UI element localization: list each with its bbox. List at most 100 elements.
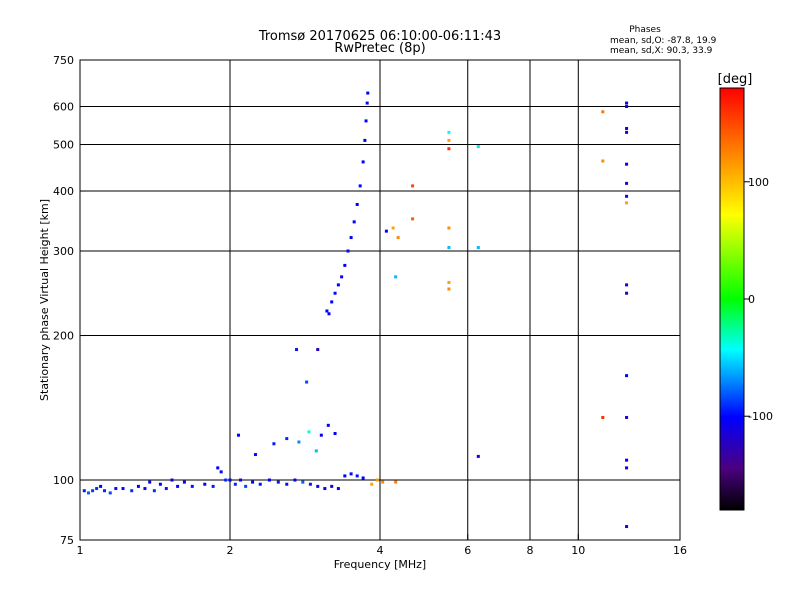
data-point	[349, 236, 353, 240]
data-point	[203, 482, 207, 486]
data-point	[224, 478, 228, 482]
y-tick-label: 300	[53, 245, 74, 258]
data-point	[352, 220, 356, 224]
data-point	[158, 482, 162, 486]
data-point	[411, 184, 415, 188]
data-point	[625, 415, 629, 419]
data-point	[82, 489, 86, 493]
data-point	[219, 470, 223, 474]
data-point	[276, 480, 280, 484]
data-point	[361, 476, 365, 480]
data-point	[411, 217, 415, 221]
data-point	[447, 287, 451, 291]
data-point	[91, 489, 95, 493]
data-point	[625, 374, 629, 378]
data-point	[365, 101, 369, 105]
data-point	[228, 478, 232, 482]
data-point	[333, 432, 337, 436]
data-point	[381, 480, 385, 484]
data-point	[349, 472, 353, 476]
data-point	[325, 309, 329, 313]
data-point	[95, 487, 99, 491]
chart-title: Tromsø 20170625 06:10:00-06:11:43	[258, 29, 501, 44]
data-point	[99, 484, 103, 488]
data-point	[625, 283, 629, 287]
data-point	[319, 433, 323, 437]
colorbar-tick-label: 100	[748, 176, 769, 189]
data-point	[601, 415, 605, 419]
data-point	[308, 482, 312, 486]
data-point	[333, 291, 337, 295]
data-point	[447, 130, 451, 134]
colorbar	[720, 88, 744, 510]
colorbar-tick-label: -100	[748, 410, 773, 423]
data-point	[244, 484, 248, 488]
x-axis-ticks: 1 2 4 6 8 10 16	[77, 534, 687, 557]
x-tick-label: 6	[464, 544, 471, 557]
colorbar-tick-label: 0	[748, 293, 755, 306]
data-point	[295, 348, 299, 352]
data-point	[103, 489, 107, 493]
data-point	[625, 126, 629, 130]
data-point	[182, 480, 186, 484]
data-point	[355, 202, 359, 206]
legend-header: Phases	[629, 25, 661, 35]
data-point	[447, 246, 451, 250]
y-tick-label: 100	[53, 474, 74, 487]
x-tick-label: 16	[673, 544, 687, 557]
data-point	[366, 91, 370, 95]
data-point	[625, 525, 629, 529]
data-point	[358, 184, 362, 188]
data-point	[346, 249, 350, 253]
data-point	[447, 147, 451, 151]
data-point	[152, 489, 156, 493]
data-point	[355, 474, 359, 478]
data-point	[301, 480, 305, 484]
data-point	[305, 380, 309, 384]
data-point	[447, 280, 451, 284]
data-point	[190, 484, 194, 488]
data-point	[170, 478, 174, 482]
data-point	[476, 246, 480, 250]
x-tick-label: 8	[527, 544, 534, 557]
data-point	[253, 453, 257, 457]
data-point	[476, 454, 480, 458]
data-points	[82, 91, 629, 529]
x-tick-label: 2	[227, 544, 234, 557]
y-tick-label: 75	[60, 534, 74, 547]
data-point	[327, 312, 331, 316]
data-point	[625, 194, 629, 198]
data-point	[343, 263, 347, 267]
data-point	[176, 484, 180, 488]
data-point	[370, 482, 374, 486]
data-point	[625, 101, 629, 105]
y-tick-label: 600	[53, 101, 74, 114]
data-point	[293, 478, 297, 482]
data-point	[307, 430, 311, 434]
data-point	[285, 482, 289, 486]
data-point	[314, 449, 318, 453]
data-point	[340, 275, 344, 279]
data-point	[447, 138, 451, 142]
data-point	[285, 437, 289, 441]
x-axis-label: Frequency [MHz]	[334, 558, 426, 571]
data-point	[316, 348, 320, 352]
y-tick-label: 400	[53, 185, 74, 198]
data-point	[316, 484, 320, 488]
data-point	[396, 236, 400, 240]
data-point	[130, 489, 134, 493]
data-point	[136, 484, 140, 488]
legend-line-o: mean, sd,O: -87.8, 19.9	[610, 36, 717, 46]
x-tick-label: 4	[377, 544, 384, 557]
data-point	[391, 226, 395, 230]
data-point	[336, 487, 340, 491]
data-point	[239, 478, 243, 482]
data-point	[364, 119, 368, 123]
data-point	[86, 491, 90, 495]
grid-lines	[80, 60, 680, 540]
legend-line-x: mean, sd,X: 90.3, 33.9	[610, 46, 713, 56]
data-point	[164, 487, 168, 491]
data-point	[251, 480, 255, 484]
data-point	[233, 482, 237, 486]
